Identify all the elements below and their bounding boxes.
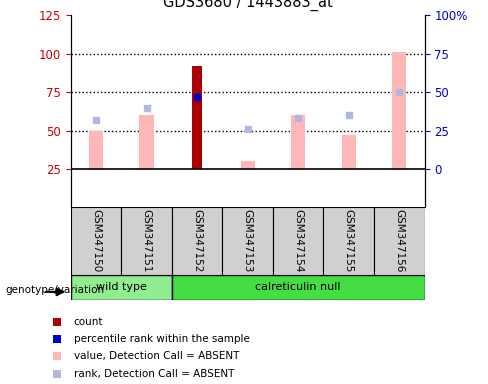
Text: GSM347152: GSM347152 xyxy=(192,209,202,273)
Text: GSM347154: GSM347154 xyxy=(293,209,303,273)
Text: GSM347150: GSM347150 xyxy=(91,209,101,273)
Text: genotype/variation: genotype/variation xyxy=(5,285,104,295)
Text: GSM347151: GSM347151 xyxy=(142,209,152,273)
Text: wild type: wild type xyxy=(96,282,147,293)
Bar xyxy=(223,207,273,275)
Text: rank, Detection Call = ABSENT: rank, Detection Call = ABSENT xyxy=(74,369,234,379)
Bar xyxy=(71,207,122,275)
Text: count: count xyxy=(74,317,103,327)
Bar xyxy=(172,207,223,275)
Text: calreticulin null: calreticulin null xyxy=(255,282,341,293)
Bar xyxy=(273,207,324,275)
Title: GDS3680 / 1443883_at: GDS3680 / 1443883_at xyxy=(163,0,332,11)
Bar xyxy=(342,135,356,169)
Text: GSM347156: GSM347156 xyxy=(394,209,404,273)
Text: value, Detection Call = ABSENT: value, Detection Call = ABSENT xyxy=(74,351,239,361)
Text: percentile rank within the sample: percentile rank within the sample xyxy=(74,334,249,344)
Text: GSM347155: GSM347155 xyxy=(344,209,354,273)
Bar xyxy=(71,275,172,300)
Bar xyxy=(89,131,103,169)
Text: GSM347153: GSM347153 xyxy=(243,209,253,273)
Bar xyxy=(324,207,374,275)
Bar xyxy=(374,207,425,275)
Bar xyxy=(172,275,425,300)
Bar xyxy=(241,161,255,169)
Bar xyxy=(392,52,407,169)
Bar xyxy=(192,66,202,169)
Bar xyxy=(140,115,154,169)
Bar xyxy=(122,207,172,275)
Bar xyxy=(291,115,305,169)
